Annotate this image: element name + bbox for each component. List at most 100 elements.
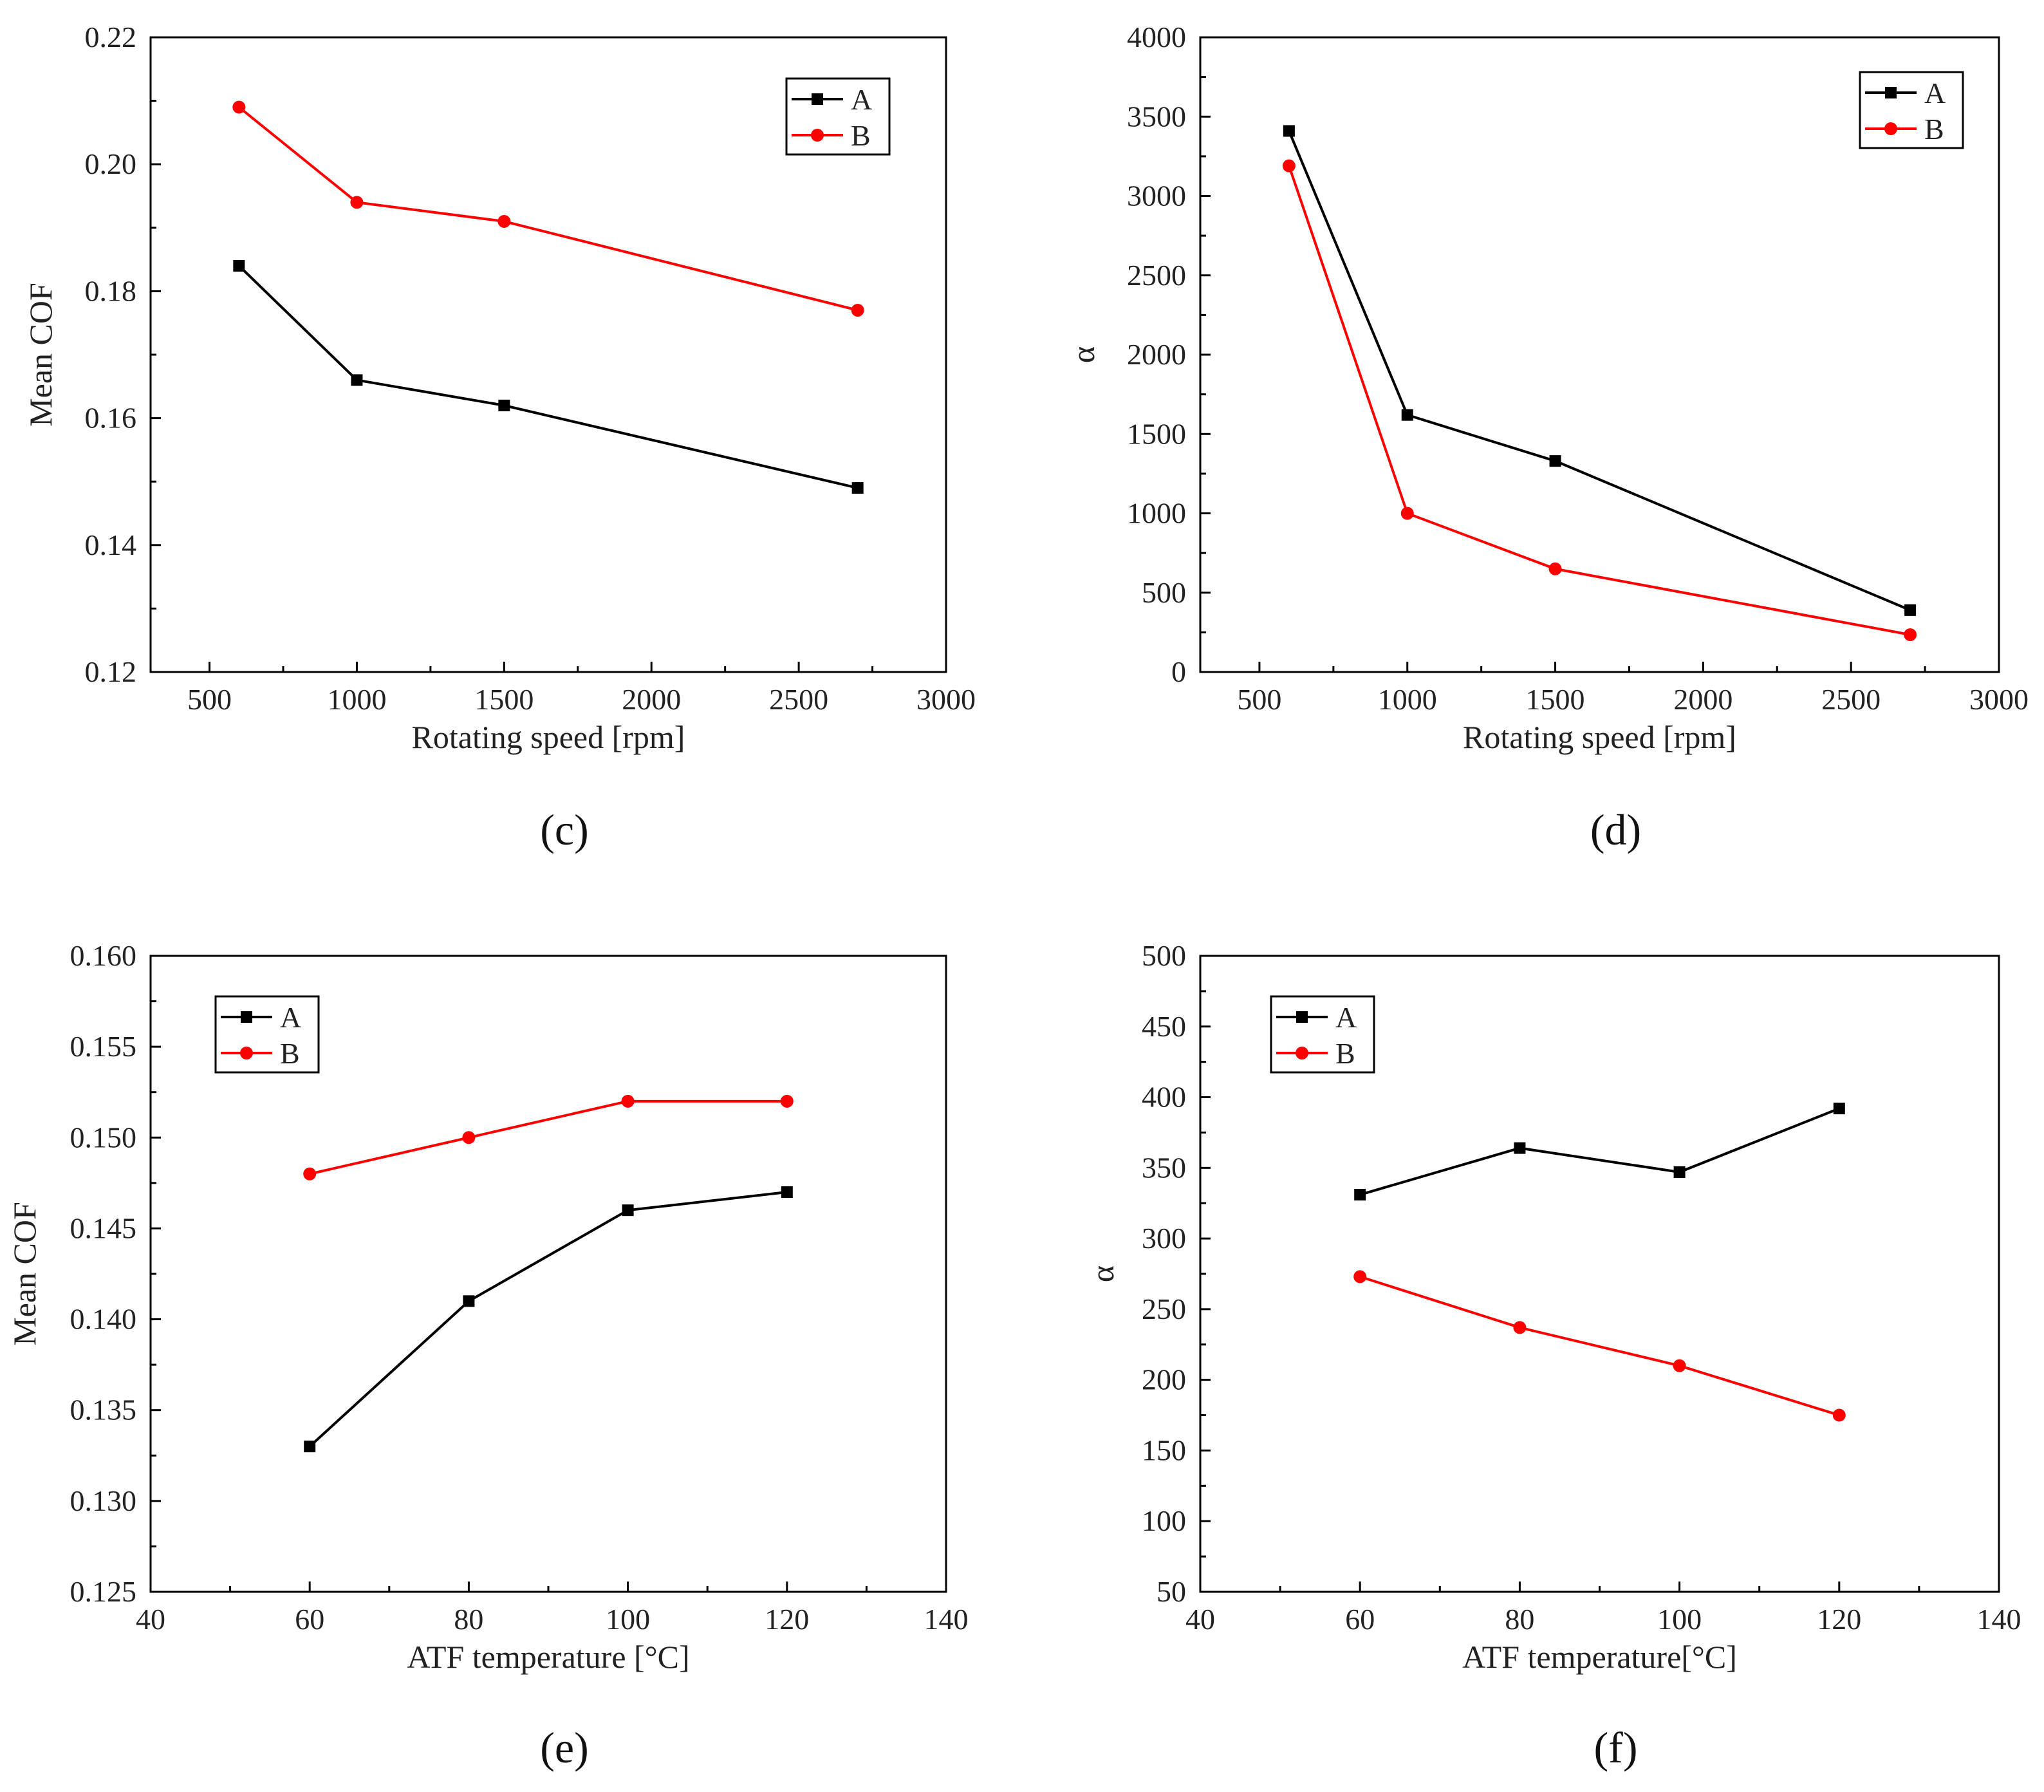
y-tick-label: 400: [1142, 1081, 1186, 1114]
y-tick-label: 1500: [1127, 417, 1186, 450]
series-line-B: [309, 1099, 787, 1175]
y-tick-label: 300: [1142, 1222, 1186, 1255]
legend-marker-B: [1884, 122, 1897, 135]
x-tick-label: 3000: [916, 683, 976, 716]
legend-label-A: A: [280, 1001, 301, 1034]
data-point-B: [780, 1094, 794, 1108]
data-point-B: [1548, 562, 1562, 575]
x-tick-label: 60: [295, 1603, 324, 1636]
x-tick-label: 120: [765, 1603, 809, 1636]
data-point-B: [1513, 1321, 1527, 1334]
data-point-A: [463, 1295, 475, 1307]
series-line-A: [308, 1190, 788, 1448]
legend-marker-A: [812, 93, 823, 105]
data-point-A: [351, 374, 363, 386]
y-axis-title: α: [1065, 346, 1101, 363]
y-tick-label: 0.140: [70, 1303, 137, 1336]
chart-panel-1: 500 1000 1500 2000 2500 3000 0 500 1000 1500 2000 2…: [1065, 21, 2029, 854]
data-point-B: [1673, 1359, 1686, 1372]
y-tick-label: 0.150: [70, 1121, 137, 1153]
x-tick-label: 120: [1817, 1603, 1861, 1636]
series-line-A: [1359, 1107, 1840, 1196]
legend-marker-B: [1296, 1047, 1308, 1059]
x-tick-label: 1500: [474, 683, 534, 716]
legend-box: [785, 77, 891, 156]
x-tick-label: 500: [187, 683, 232, 716]
series-line-B: [1287, 165, 1911, 637]
y-tick-label: 450: [1142, 1010, 1186, 1043]
x-tick-label: 80: [1505, 1603, 1534, 1636]
data-point-B: [497, 214, 511, 228]
x-tick-label: 80: [454, 1603, 483, 1636]
x-tick-label: 2000: [1673, 683, 1733, 716]
x-tick-label: 2500: [769, 683, 828, 716]
data-point-B: [1282, 159, 1296, 173]
y-tick-label: 0.135: [70, 1394, 137, 1426]
x-tick-label: 100: [1657, 1603, 1702, 1636]
y-tick-label: 0.18: [85, 274, 137, 307]
x-tick-label: 60: [1345, 1603, 1375, 1636]
y-tick-label: 0.12: [85, 655, 137, 688]
y-tick-label: 0: [1171, 655, 1186, 688]
data-point-A: [1833, 1103, 1845, 1115]
data-point-B: [851, 303, 864, 317]
data-point-A: [1283, 125, 1295, 137]
y-tick-label: 0.125: [70, 1575, 137, 1608]
legend: AB: [785, 77, 891, 156]
data-point-A: [1401, 409, 1413, 421]
x-tick-label: 1000: [1378, 683, 1437, 716]
y-tick-label: 2500: [1127, 259, 1186, 292]
y-axis-title: Mean COF: [23, 283, 59, 427]
data-point-B: [1353, 1270, 1367, 1283]
y-tick-label: 0.145: [70, 1211, 137, 1244]
y-tick-label: 4000: [1127, 21, 1186, 53]
data-point-B: [1904, 628, 1917, 642]
panel-label: (d): [1590, 805, 1641, 854]
y-tick-label: 0.160: [70, 939, 137, 972]
legend-box: [1859, 71, 1964, 149]
data-point-A: [1549, 455, 1561, 467]
series-line-B: [1359, 1275, 1840, 1417]
data-point-A: [1354, 1189, 1366, 1201]
x-tick-label: 100: [606, 1603, 650, 1636]
legend-marker-B: [240, 1047, 253, 1059]
legend-label-A: A: [1335, 1001, 1357, 1034]
y-tick-label: 3500: [1127, 100, 1186, 133]
legend-marker-A: [1296, 1011, 1308, 1023]
x-tick-label: 1500: [1526, 683, 1585, 716]
y-tick-label: 0.20: [85, 147, 137, 180]
data-point-A: [304, 1441, 316, 1453]
x-tick-label: 1000: [327, 683, 386, 716]
y-tick-label: 100: [1142, 1504, 1186, 1537]
series-line-B: [238, 106, 859, 312]
legend-label-B: B: [851, 119, 871, 152]
legend-label-B: B: [280, 1037, 300, 1070]
data-point-B: [462, 1131, 476, 1144]
data-point-B: [621, 1094, 635, 1108]
legend-label-A: A: [1924, 77, 1946, 109]
legend-label-A: A: [851, 83, 872, 116]
x-tick-label: 140: [924, 1603, 969, 1636]
x-axis-title: Rotating speed [rpm]: [1463, 719, 1736, 755]
legend-box: [214, 995, 320, 1074]
x-tick-label: 2000: [622, 683, 681, 716]
y-tick-label: 150: [1142, 1433, 1186, 1466]
x-axis-title: ATF temperature[°C]: [1462, 1639, 1737, 1675]
x-axis-title: Rotating speed [rpm]: [412, 719, 685, 755]
x-tick-label: 40: [1185, 1603, 1215, 1636]
y-tick-label: 0.16: [85, 402, 137, 434]
legend: AB: [1270, 995, 1375, 1074]
panel-label: (c): [540, 805, 588, 854]
y-axis-title: α: [1084, 1265, 1120, 1282]
series-line-A: [237, 265, 859, 490]
legend-marker-B: [811, 129, 824, 142]
x-tick-label: 140: [1977, 1603, 2021, 1636]
data-point-A: [1904, 604, 1917, 616]
data-point-A: [781, 1186, 793, 1198]
data-point-A: [1673, 1166, 1686, 1178]
legend-box: [1270, 995, 1375, 1074]
data-point-A: [622, 1204, 634, 1217]
y-tick-label: 200: [1142, 1363, 1186, 1396]
y-tick-label: 50: [1157, 1575, 1186, 1608]
y-tick-label: 0.155: [70, 1030, 137, 1063]
